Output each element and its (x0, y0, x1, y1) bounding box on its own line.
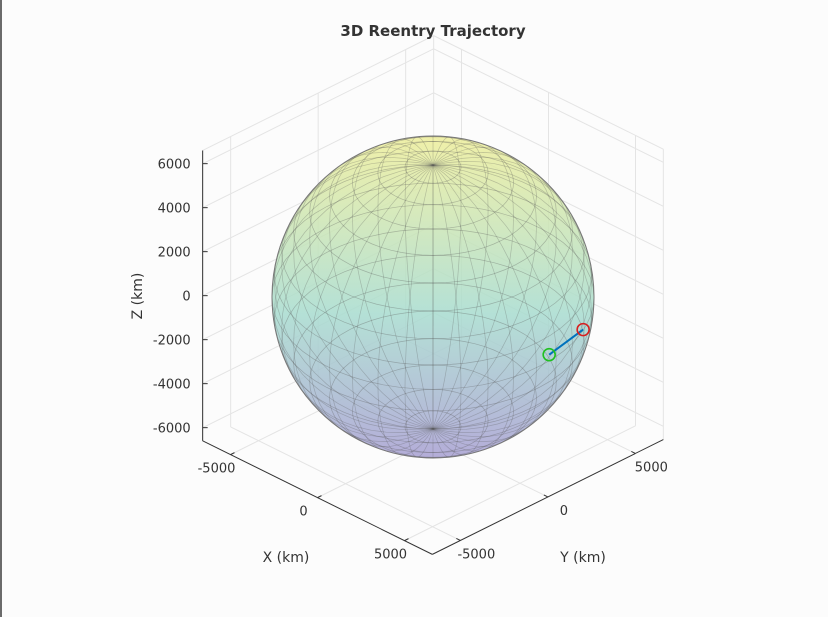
mesh-parallel (271, 204, 595, 390)
mesh-meridian (281, 161, 434, 430)
x-tick (404, 538, 409, 542)
mesh-parallel (377, 388, 489, 453)
z-tick-label: 4000 (158, 202, 191, 217)
mesh-parallel (281, 164, 585, 340)
mesh-parallel (309, 141, 557, 284)
z-axis-label: Z (km) (130, 273, 146, 320)
chart-title: 3D Reentry Trajectory (340, 22, 525, 40)
y-tick (543, 494, 549, 498)
grid-line (230, 426, 461, 541)
mesh-parallel (274, 182, 592, 366)
mesh-meridian (432, 164, 573, 438)
trajectory-line (548, 328, 584, 356)
mesh-meridian (329, 147, 434, 430)
mesh-parallel (352, 136, 514, 230)
y-tick-label: 0 (560, 504, 568, 519)
mesh-meridian (329, 164, 434, 447)
mesh-meridian (309, 164, 434, 442)
mesh-meridian (432, 161, 585, 430)
y-tick-label: 5000 (635, 460, 668, 475)
mesh-parallel (293, 150, 573, 312)
x-axis-label: X (km) (263, 550, 310, 566)
mesh-meridian (293, 156, 434, 430)
x-tick-label: 5000 (374, 548, 407, 563)
mesh-parallel (274, 228, 592, 412)
mesh-meridian (281, 164, 434, 433)
tick-labels: 6000 4000 2000 0 -2000 -4000 -6000 -5000 0 5000 -5… (153, 158, 668, 563)
mesh-meridian (274, 163, 434, 430)
box-edge (202, 35, 434, 151)
mesh-meridian (432, 164, 557, 442)
mesh-parallel (404, 150, 462, 184)
z-tick-label: -2000 (153, 334, 191, 349)
sphere-outline (271, 135, 595, 459)
earth-mesh (271, 135, 595, 459)
x-tick-label: -5000 (198, 462, 236, 477)
x-tick-label: 0 (299, 505, 307, 520)
x-tick (317, 495, 322, 499)
mesh-meridian (432, 152, 557, 430)
mesh-meridian (432, 164, 489, 456)
y-axis-label: Y (km) (559, 550, 606, 566)
mesh-meridian (432, 136, 462, 429)
y-tick (456, 538, 461, 541)
mesh-meridian (432, 163, 592, 430)
mesh-meridian (432, 165, 462, 458)
mesh-parallel (404, 410, 462, 444)
z-tick-label: -6000 (153, 422, 191, 437)
mesh-meridian (432, 164, 537, 447)
mesh-meridian (293, 164, 434, 438)
mesh-meridian (404, 136, 434, 429)
mesh-meridian (432, 164, 585, 433)
mesh-parallel (329, 338, 537, 458)
mesh-meridian (432, 142, 514, 430)
y-tick-label: -5000 (457, 547, 495, 562)
mesh-meridian (377, 138, 434, 430)
mesh-meridian (432, 164, 592, 431)
entry-marker (576, 322, 590, 337)
earth-sphere (272, 136, 594, 458)
impact-marker (542, 347, 556, 362)
y-tick (631, 451, 636, 454)
mesh-meridian (352, 164, 434, 452)
mesh-meridian (274, 164, 434, 431)
mesh-meridian (432, 138, 489, 430)
mesh-parallel (329, 136, 537, 256)
trajectory (542, 322, 590, 362)
mesh-meridian (377, 164, 434, 456)
mesh-meridian (352, 142, 434, 430)
mesh-meridian (432, 164, 514, 452)
mesh-meridian (432, 147, 537, 430)
mesh-parallel (377, 141, 489, 206)
z-tick-label: 2000 (158, 246, 191, 261)
mesh-meridian (432, 156, 573, 430)
z-tick-label: 6000 (158, 158, 191, 173)
y-axis-line (432, 439, 664, 555)
mesh-meridian (309, 152, 434, 430)
x-tick (230, 452, 235, 456)
mesh-parallel (281, 254, 585, 430)
window-border (0, 0, 2, 617)
box-edge (433, 35, 664, 150)
z-tick-label: 0 (182, 290, 190, 305)
mesh-meridian (404, 165, 434, 458)
z-tick-label: -4000 (153, 378, 191, 393)
mesh-parallel (352, 364, 514, 458)
